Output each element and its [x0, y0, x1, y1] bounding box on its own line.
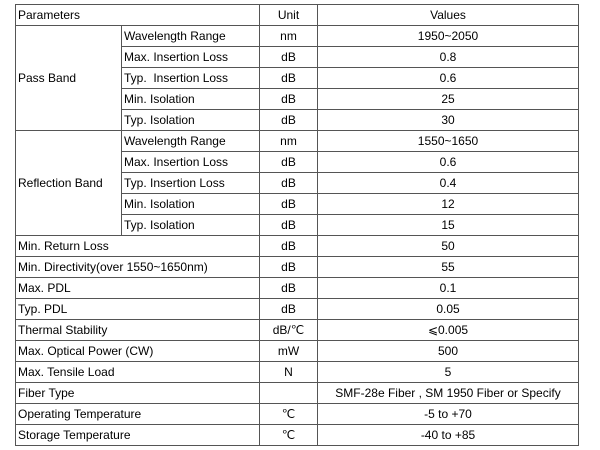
unit-cell: ℃ [259, 424, 318, 446]
value-cell: -5 to +70 [317, 403, 579, 425]
spec-table-wrap: Parameters Unit Values Pass Band Wavelength … [15, 4, 579, 446]
parameter-cell: Storage Temperature [15, 424, 260, 446]
unit-cell: ℃ [259, 403, 318, 425]
table-row: Parameters Unit Values [15, 4, 579, 26]
parameter-cell: Thermal Stability [15, 319, 260, 341]
unit-cell: nm [259, 130, 318, 152]
value-cell: 500 [317, 340, 579, 362]
value-cell: 55 [317, 256, 579, 278]
parameter-cell: Max. Insertion Loss [121, 46, 260, 68]
value-cell: 12 [317, 193, 579, 215]
group-label: Reflection Band [15, 130, 122, 236]
value-cell: ⩽0.005 [317, 319, 579, 341]
unit-cell: dB [259, 67, 318, 89]
value-cell: 15 [317, 214, 579, 236]
unit-cell: dB [259, 277, 318, 299]
parameter-cell: Typ. Isolation [121, 109, 260, 131]
parameter-cell: Fiber Type [15, 382, 260, 404]
table-row: Pass Band Wavelength Range nm 1950~2050 [15, 25, 579, 131]
table-row: Typ. Insertion Loss dB 0.6 [16, 67, 579, 89]
table-row: Max. Optical Power (CW) mW 500 [15, 340, 579, 362]
unit-cell: dB [259, 298, 318, 320]
unit-cell: dB [259, 214, 318, 236]
parameter-cell: Max. Insertion Loss [121, 151, 260, 173]
table-row: Min. Isolation dB 12 [16, 193, 579, 215]
table-row: Min. Isolation dB 25 [16, 88, 579, 110]
value-cell: 0.05 [317, 298, 579, 320]
parameter-cell: Min. Isolation [121, 88, 260, 110]
table-row: Min. Return Loss dB 50 [15, 235, 579, 257]
unit-cell: dB [259, 46, 318, 68]
parameter-cell: Typ. Insertion Loss [121, 67, 260, 89]
table-row: Min. Directivity(over 1550~1650nm) dB 55 [15, 256, 579, 278]
unit-cell: dB [259, 88, 318, 110]
header-cell: Values [317, 4, 579, 26]
table-row: Max. Insertion Loss dB 0.6 [16, 151, 579, 173]
value-cell: SMF-28e Fiber , SM 1950 Fiber or Specify [317, 382, 579, 404]
table-row: Typ. Isolation dB 30 [16, 109, 579, 131]
unit-cell: dB [259, 235, 318, 257]
table-body: Parameters Unit Values Pass Band Wavelength … [15, 4, 579, 446]
parameter-cell: Min. Directivity(over 1550~1650nm) [15, 256, 260, 278]
value-cell: -40 to +85 [317, 424, 579, 446]
value-cell: 50 [317, 235, 579, 257]
value-cell: 0.6 [317, 67, 579, 89]
unit-cell: nm [259, 25, 318, 47]
unit-cell: dB [259, 109, 318, 131]
value-cell: 30 [317, 109, 579, 131]
unit-cell: dB/℃ [259, 319, 318, 341]
unit-cell [259, 382, 318, 404]
value-cell: 0.6 [317, 151, 579, 173]
parameter-cell: Min. Isolation [121, 193, 260, 215]
spec-table: Parameters Unit Values Pass Band Wavelength … [15, 4, 579, 446]
unit-cell: dB [259, 193, 318, 215]
value-cell: 0.8 [317, 46, 579, 68]
parameter-cell: Wavelength Range [121, 25, 260, 47]
table-row: Max. PDL dB 0.1 [15, 277, 579, 299]
unit-cell: mW [259, 340, 318, 362]
table-row: Operating Temperature ℃ -5 to +70 [15, 403, 579, 425]
unit-cell: dB [259, 172, 318, 194]
parameter-cell: Max. Optical Power (CW) [15, 340, 260, 362]
parameter-cell: Operating Temperature [15, 403, 260, 425]
parameter-cell: Wavelength Range [121, 130, 260, 152]
unit-cell: dB [259, 151, 318, 173]
header-cell: Unit [259, 4, 318, 26]
table-row: Thermal Stability dB/℃ ⩽0.005 [15, 319, 579, 341]
value-cell: 0.4 [317, 172, 579, 194]
group-label: Pass Band [15, 25, 122, 131]
table-row: Typ. PDL dB 0.05 [15, 298, 579, 320]
table-row: Fiber Type SMF-28e Fiber , SM 1950 Fiber … [15, 382, 579, 404]
value-cell: 25 [317, 88, 579, 110]
parameter-cell: Typ. PDL [15, 298, 260, 320]
value-cell: 0.1 [317, 277, 579, 299]
table-row: Reflection Band Wavelength Range nm 1550~16… [15, 130, 579, 236]
parameter-cell: Max. Tensile Load [15, 361, 260, 383]
unit-cell: N [259, 361, 318, 383]
value-cell: 1950~2050 [317, 25, 579, 47]
parameter-cell: Typ. Isolation [121, 214, 260, 236]
table-row: Storage Temperature ℃ -40 to +85 [15, 424, 579, 446]
parameter-cell: Min. Return Loss [15, 235, 260, 257]
table-row: Max. Tensile Load N 5 [15, 361, 579, 383]
unit-cell: dB [259, 256, 318, 278]
header-cell: Parameters [15, 4, 260, 26]
value-cell: 5 [317, 361, 579, 383]
parameter-cell: Typ. Insertion Loss [121, 172, 260, 194]
parameter-cell: Max. PDL [15, 277, 260, 299]
value-cell: 1550~1650 [317, 130, 579, 152]
